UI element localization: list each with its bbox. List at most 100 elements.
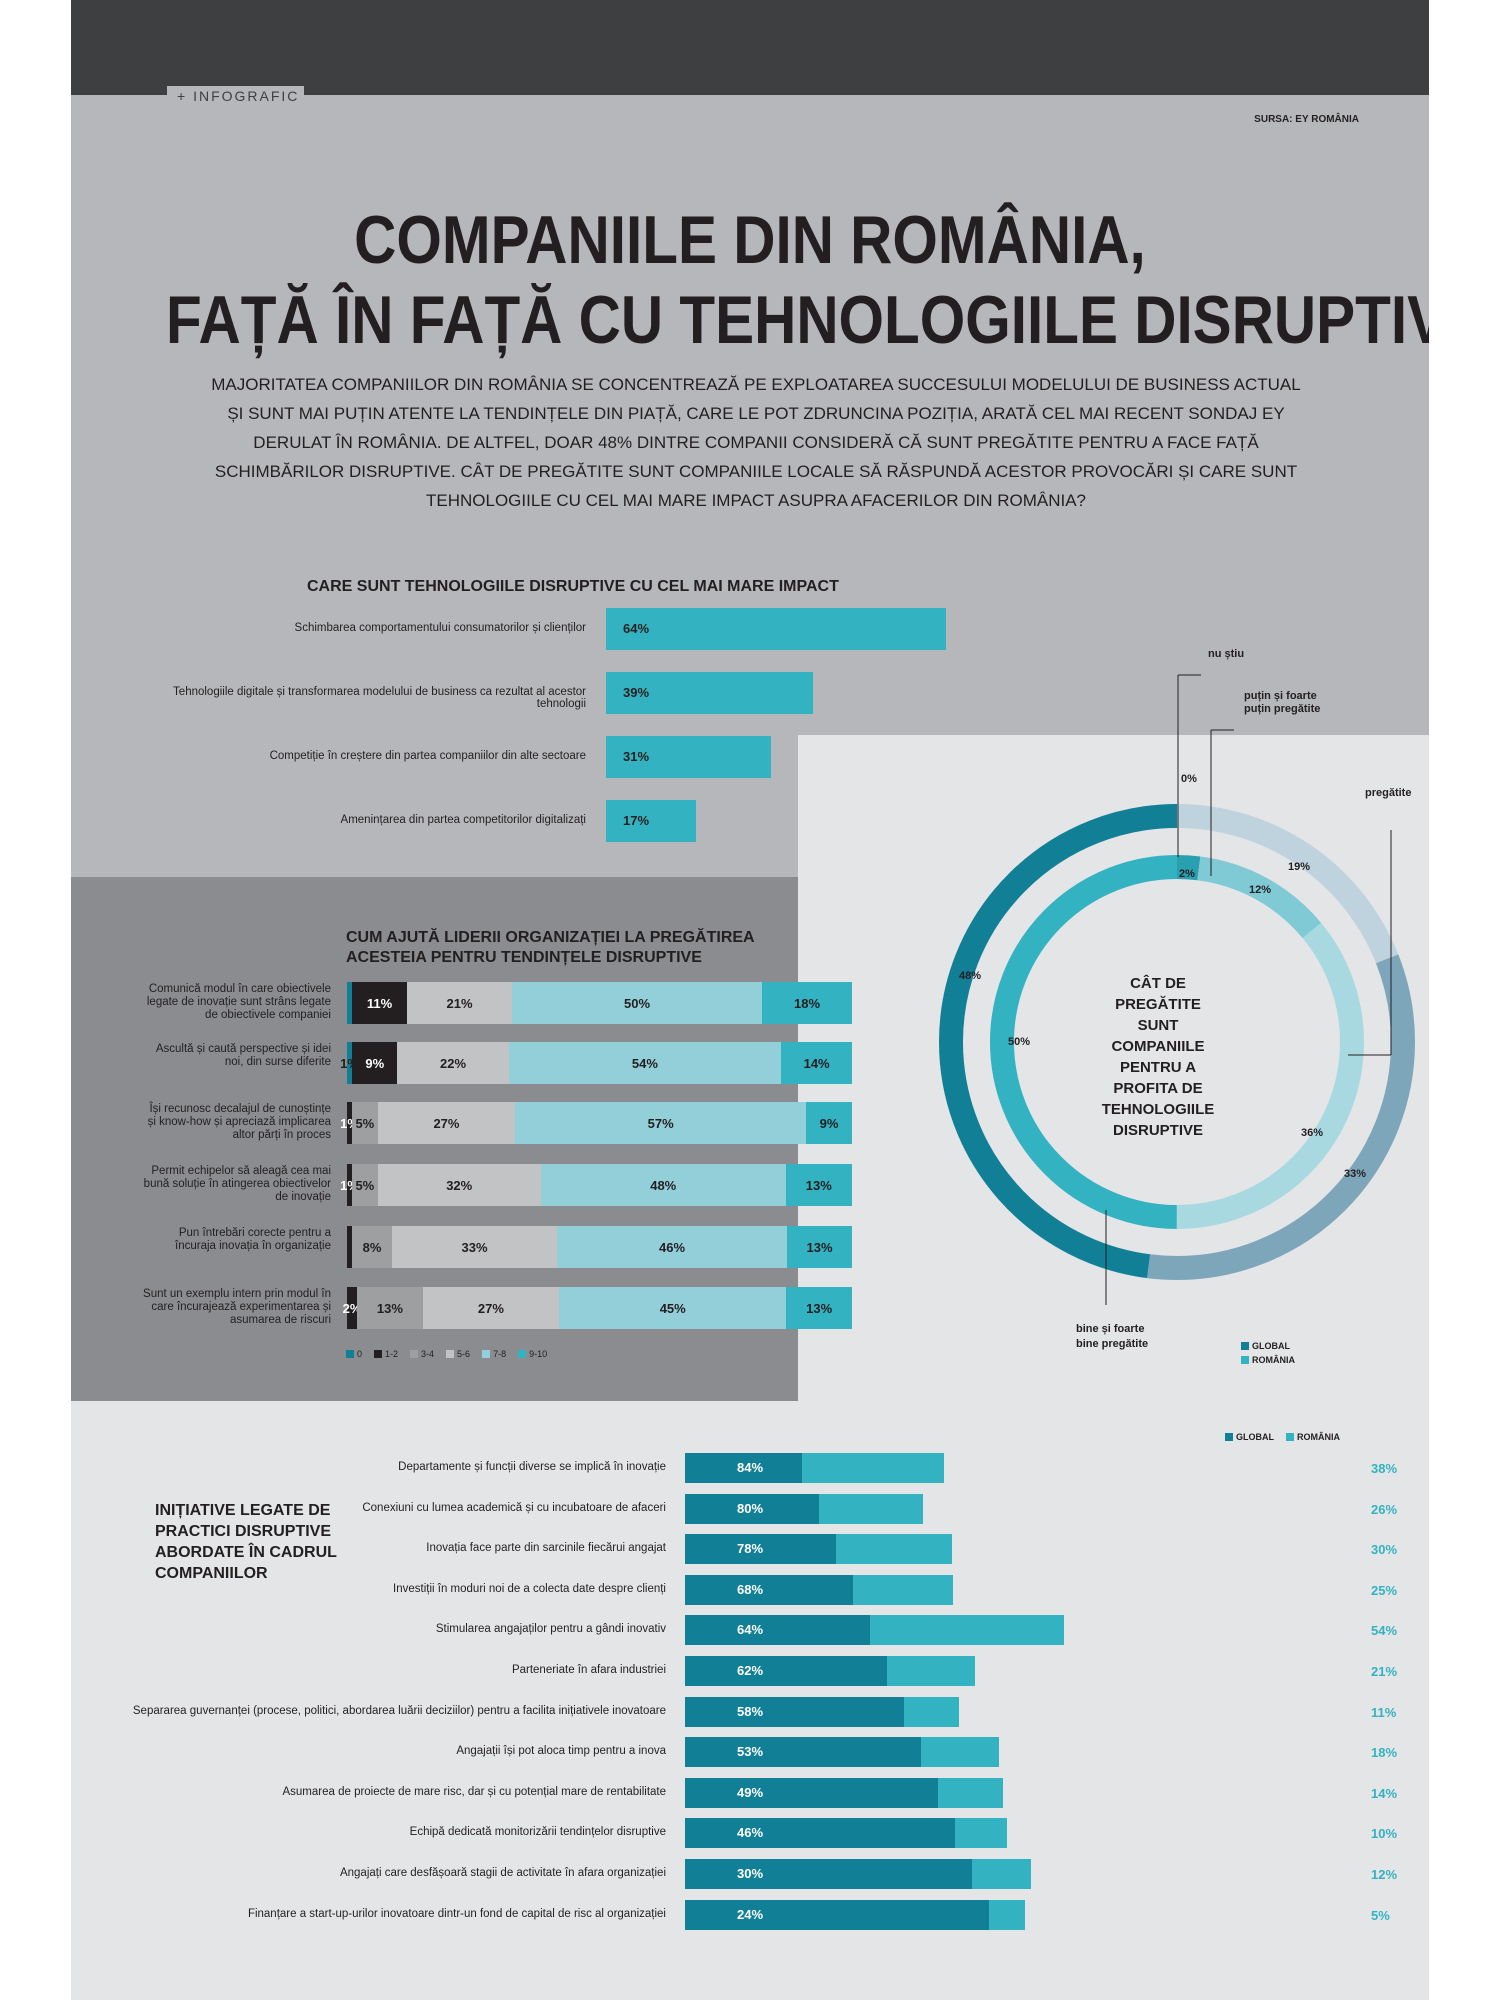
initiatives-category-label: Angajații își pot aloca timp pentru a in…: [456, 1745, 666, 1758]
initiatives-romania-value: 21%: [1371, 1664, 1398, 1679]
leaders-legend-text: 3-4: [421, 1349, 435, 1359]
leaders-bar-segment: 50%: [512, 982, 762, 1024]
impact-bar: [606, 800, 697, 842]
donut-legend: GLOBAL ROMÂNIA: [1241, 1341, 1307, 1365]
lead-paragraph: Majoritatea companiilor din România se c…: [211, 375, 1301, 510]
donut-legend-global: GLOBAL: [1241, 1341, 1295, 1351]
impact-bar: [606, 736, 771, 778]
initiatives-category-label: Finanțare a start-up-urilor inovatoare d…: [247, 1907, 666, 1920]
leaders-bar-segment: 9%: [352, 1042, 398, 1084]
initiatives-global-value: 68%: [737, 1581, 764, 1597]
leaders-bar-segment: [347, 982, 352, 1024]
initiatives-chart-title: INIȚIATIVE LEGATE DE PRACTICI DISRUPTIVE…: [155, 1502, 337, 1582]
initiatives-romania-bar: [819, 1493, 923, 1524]
initiatives-romania-value: 18%: [1371, 1745, 1398, 1761]
leaders-row-label: Permit echipelor să aleagă cea mai bună …: [143, 1165, 331, 1203]
donut-romania-value: 2%: [1179, 868, 1195, 880]
initiatives-global-bar: [685, 1777, 938, 1808]
title-line-2: FAȚĂ ÎN FAȚĂ CU TEHNOLOGIILE DISRUPTIVE: [166, 282, 1429, 358]
leaders-bar-segment: 18%: [762, 982, 852, 1024]
initiatives-romania-value: 25%: [1371, 1582, 1398, 1598]
initiatives-romania-value: 26%: [1371, 1501, 1398, 1517]
initiatives-romania-bar: [870, 1615, 1064, 1646]
leaders-row-label: Sunt un exemplu intern prin modul în car…: [143, 1288, 331, 1326]
initiatives-romania-bar: [887, 1656, 975, 1686]
initiatives-global-bar: [685, 1453, 802, 1483]
initiatives-global-bar: [685, 1859, 972, 1889]
donut-global-value: 48%: [959, 970, 982, 982]
donut-romania-value: 36%: [1301, 1127, 1324, 1139]
initiatives-romania-bar: [938, 1777, 1003, 1808]
initiatives-global-value: 53%: [737, 1744, 764, 1760]
impact-value-label: 64%: [623, 621, 650, 636]
leaders-stacked-bar: 1% 5% 27% 57% 9%: [340, 1102, 852, 1144]
leaders-bar-segment: 13%: [787, 1226, 852, 1268]
leaders-legend-item: 1-2: [374, 1349, 398, 1359]
leaders-legend-swatch: [374, 1350, 383, 1358]
initiatives-legend-romania: ROMÂNIA: [1286, 1432, 1340, 1442]
initiatives-category-label: Separarea guvernanței (procese, politici…: [132, 1704, 666, 1717]
leaders-row-label: Ascultă și caută perspective și idei noi…: [155, 1043, 331, 1068]
leaders-stacked-bar: 1% 9% 22% 54% 14%: [340, 1042, 852, 1084]
leaders-legend-swatch: [446, 1350, 455, 1358]
initiatives-global-value: 30%: [737, 1866, 764, 1881]
initiatives-category-label: Parteneriate în afara industriei: [511, 1664, 666, 1676]
leaders-bar-segment: 2%: [343, 1287, 361, 1329]
initiatives-romania-value: 5%: [1371, 1907, 1390, 1923]
impact-chart-title: CARE SUNT TEHNOLOGIILE DISRUPTIVE CU CEL…: [307, 578, 839, 595]
initiatives-legend-global: GLOBAL: [1225, 1432, 1274, 1442]
leaders-legend-swatch: [482, 1350, 491, 1358]
leaders-legend-text: 5-6: [457, 1349, 471, 1359]
leaders-bar-segment: 13%: [785, 1164, 852, 1206]
leaders-legend-swatch: [518, 1350, 527, 1358]
donut-category-label: bine și foarte bine pregătite: [1076, 1323, 1149, 1350]
impact-category-label: Competiție în creștere din partea compan…: [269, 750, 586, 762]
leaders-chart-title: CUM AJUTĂ LIDERII ORGANIZAȚIEI LA PREGĂT…: [346, 928, 755, 968]
initiatives-category-label: Echipă dedicată monitorizării tendințelo…: [409, 1826, 666, 1839]
donut-romania-value: 50%: [1008, 1036, 1031, 1048]
impact-category-label: Schimbarea comportamentului consumatoril…: [294, 622, 586, 634]
leaders-stacked-bar: 2% 13% 27% 45% 13%: [343, 1287, 852, 1329]
leaders-legend-item: 7-8: [482, 1349, 506, 1359]
initiatives-global-bar: [685, 1534, 836, 1565]
top-bar: [71, 0, 1429, 95]
leaders-bar-segment: [347, 1226, 352, 1268]
initiatives-global-value: 24%: [737, 1906, 764, 1922]
leaders-bar-segment: 54%: [508, 1042, 782, 1084]
page-title: COMPANIILE DIN ROMÂNIA, FAȚĂ ÎN FAȚĂ CU …: [166, 200, 1429, 360]
leaders-bar-segment: 11%: [352, 982, 407, 1024]
initiatives-global-bar: [685, 1574, 853, 1605]
leaders-bar-segment: 13%: [786, 1287, 852, 1329]
initiatives-global-bar: [685, 1615, 870, 1646]
initiatives-romania-bar: [921, 1737, 999, 1768]
initiatives-global-value: 78%: [737, 1541, 764, 1557]
initiatives-romania-bar: [989, 1899, 1026, 1930]
leaders-legend-item: 5-6: [446, 1349, 470, 1359]
leaders-bar-segment: 33%: [392, 1226, 557, 1268]
impact-value-label: 31%: [623, 749, 650, 764]
initiatives-romania-value: 11%: [1371, 1704, 1397, 1720]
initiatives-global-value: 64%: [737, 1622, 764, 1638]
leaders-bar-segment: 22%: [397, 1042, 509, 1084]
donut-romania-value: 12%: [1249, 884, 1272, 896]
donut-center-title: CÂT DE PREGĂTITE SUNT COMPANIILE PENTRU …: [1101, 975, 1215, 1139]
leaders-legend-text: 9-10: [529, 1349, 548, 1359]
initiatives-global-value: 84%: [737, 1460, 764, 1475]
leaders-title-line-2: ACESTEIA PENTRU TENDINȚELE DISRUPTIVE: [346, 949, 702, 966]
leaders-stacked-bar: 1% 5% 32% 48% 13%: [340, 1164, 852, 1206]
initiatives-global-bar: [685, 1737, 921, 1768]
initiatives-global-value: 80%: [737, 1500, 764, 1516]
initiatives-global-bar: [685, 1899, 989, 1930]
initiatives-global-bar: [685, 1493, 819, 1524]
leaders-legend-text: 0: [357, 1349, 363, 1359]
initiatives-category-label: Conexiuni cu lumea academică și cu incub…: [362, 1501, 666, 1514]
donut-category-label: puțin și foarte puțin pregătite: [1244, 690, 1321, 715]
initiatives-romania-bar: [972, 1859, 1031, 1889]
initiatives-global-value: 62%: [737, 1663, 764, 1678]
impact-category-label: Tehnologiile digitale și transformarea m…: [173, 686, 586, 710]
leaders-bar-segment: 8%: [352, 1226, 392, 1268]
initiatives-global-value: 49%: [737, 1784, 764, 1800]
initiatives-global-bar: [685, 1818, 955, 1849]
leaders-bar-segment: 27%: [422, 1287, 560, 1329]
leaders-bar-segment: 21%: [407, 982, 512, 1024]
